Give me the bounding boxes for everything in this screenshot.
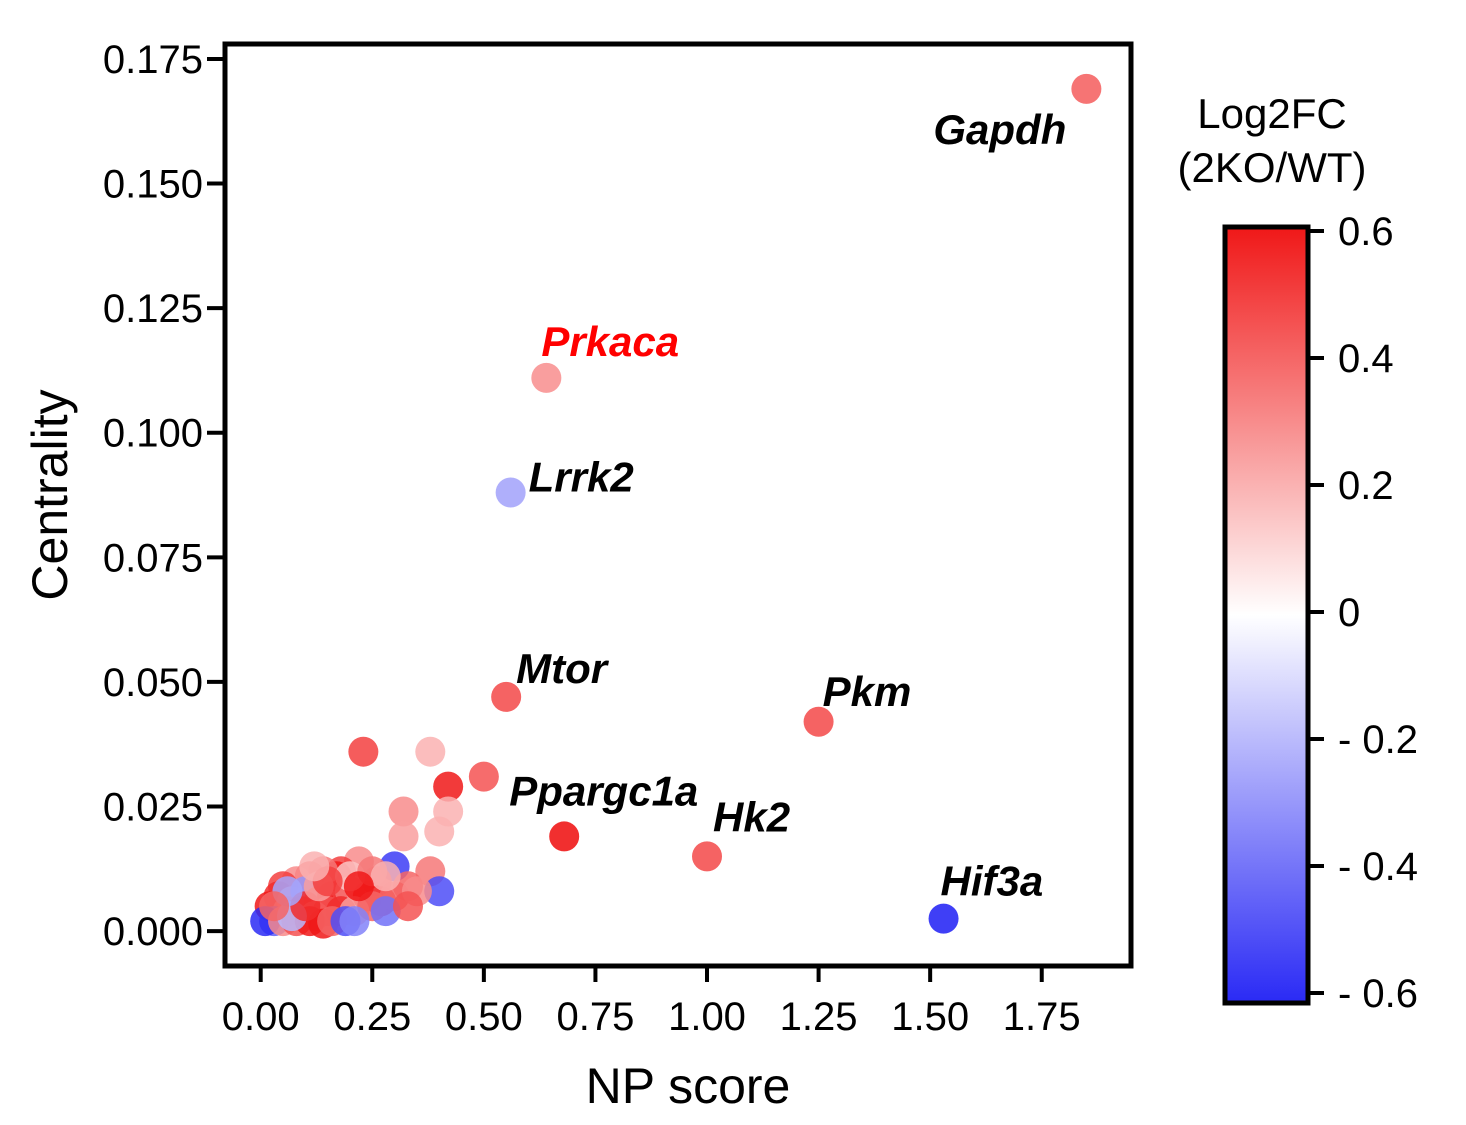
y-tick-label: 0.150 xyxy=(103,163,203,207)
data-point-ppargc1a xyxy=(549,821,580,852)
data-point xyxy=(343,871,374,902)
y-tick-label: 0.000 xyxy=(103,910,203,954)
gene-label-hk2: Hk2 xyxy=(713,793,790,840)
x-tick-label: 0.50 xyxy=(445,995,523,1039)
data-point xyxy=(392,891,423,922)
colorbar-tick-label: 0.4 xyxy=(1338,337,1394,381)
y-tick-label: 0.025 xyxy=(103,786,203,830)
data-points xyxy=(250,736,499,939)
y-tick-label: 0.075 xyxy=(103,536,203,580)
gene-label-ppargc1a: Ppargc1a xyxy=(509,767,698,814)
colorbar-title-line-1: Log2FC xyxy=(1197,90,1346,137)
y-axis-title: Centrality xyxy=(22,389,78,600)
colorbar: Log2FC (2KO/WT) 0.6 0.4 0.2 0 - 0.2 - 0.4 - 0.… xyxy=(1178,90,1419,1016)
data-point-prkaca xyxy=(531,362,562,393)
data-point xyxy=(299,851,330,882)
y-tick-label: 0.050 xyxy=(103,661,203,705)
x-tick-label: 1.75 xyxy=(1003,995,1081,1039)
data-point xyxy=(370,896,401,927)
colorbar-gradient xyxy=(1222,224,1311,1006)
gene-label-pkm: Pkm xyxy=(823,668,912,715)
x-tick-label: 0.75 xyxy=(557,995,635,1039)
x-tick-label: 1.00 xyxy=(668,995,746,1039)
x-axis: 0.00 0.25 0.50 0.75 1.00 1.25 1.50 1.75 xyxy=(222,966,1081,1039)
x-tick-label: 1.50 xyxy=(891,995,969,1039)
data-point-hk2 xyxy=(692,841,723,872)
colorbar-tick-label: 0.6 xyxy=(1338,210,1394,254)
y-tick-label: 0.100 xyxy=(103,412,203,456)
y-tick-label: 0.175 xyxy=(103,38,203,82)
x-tick-label: 0.00 xyxy=(222,995,300,1039)
gene-label-hif3a: Hif3a xyxy=(941,858,1044,905)
colorbar-tick-label: - 0.4 xyxy=(1338,845,1418,889)
data-point xyxy=(424,876,455,907)
gene-label-gapdh: Gapdh xyxy=(933,106,1066,153)
x-tick-label: 0.25 xyxy=(333,995,411,1039)
gene-label-lrrk2: Lrrk2 xyxy=(529,454,634,501)
data-point xyxy=(339,906,370,937)
y-axis: 0.000 0.025 0.050 0.075 0.100 0.125 0.150 0.175 xyxy=(103,38,225,954)
data-point xyxy=(388,796,419,827)
data-point xyxy=(468,761,499,792)
labeled-data-points xyxy=(491,73,1102,934)
colorbar-ticks: 0.6 0.4 0.2 0 - 0.2 - 0.4 - 0.6 xyxy=(1308,210,1418,1016)
colorbar-tick-label: - 0.6 xyxy=(1338,972,1418,1016)
colorbar-tick-label: 0.2 xyxy=(1338,464,1394,508)
data-point-lrrk2 xyxy=(495,477,526,508)
colorbar-tick-label: - 0.2 xyxy=(1338,718,1418,762)
colorbar-title-line-2: (2KO/WT) xyxy=(1178,144,1367,191)
gene-label-prkaca: Prkaca xyxy=(541,318,679,365)
colorbar-tick-label: 0 xyxy=(1338,591,1360,635)
data-point-pkm xyxy=(803,706,834,737)
data-point xyxy=(433,771,464,802)
data-point-gapdh xyxy=(1071,73,1102,104)
data-point xyxy=(370,861,401,892)
data-point xyxy=(348,736,379,767)
gene-label-mtor: Mtor xyxy=(516,645,610,692)
plot-frame xyxy=(222,41,1134,969)
data-point xyxy=(424,816,455,847)
data-point xyxy=(388,821,419,852)
data-point xyxy=(259,891,290,922)
data-point-hif3a xyxy=(928,903,959,934)
x-tick-label: 1.25 xyxy=(780,995,858,1039)
x-axis-title: NP score xyxy=(586,1058,791,1114)
y-tick-label: 0.125 xyxy=(103,287,203,331)
gene-labels: Gapdh Prkaca Lrrk2 Mtor Pkm Ppargc1a Hk2 Hif3a xyxy=(509,106,1066,905)
data-point-mtor xyxy=(491,681,522,712)
data-point xyxy=(415,736,446,767)
